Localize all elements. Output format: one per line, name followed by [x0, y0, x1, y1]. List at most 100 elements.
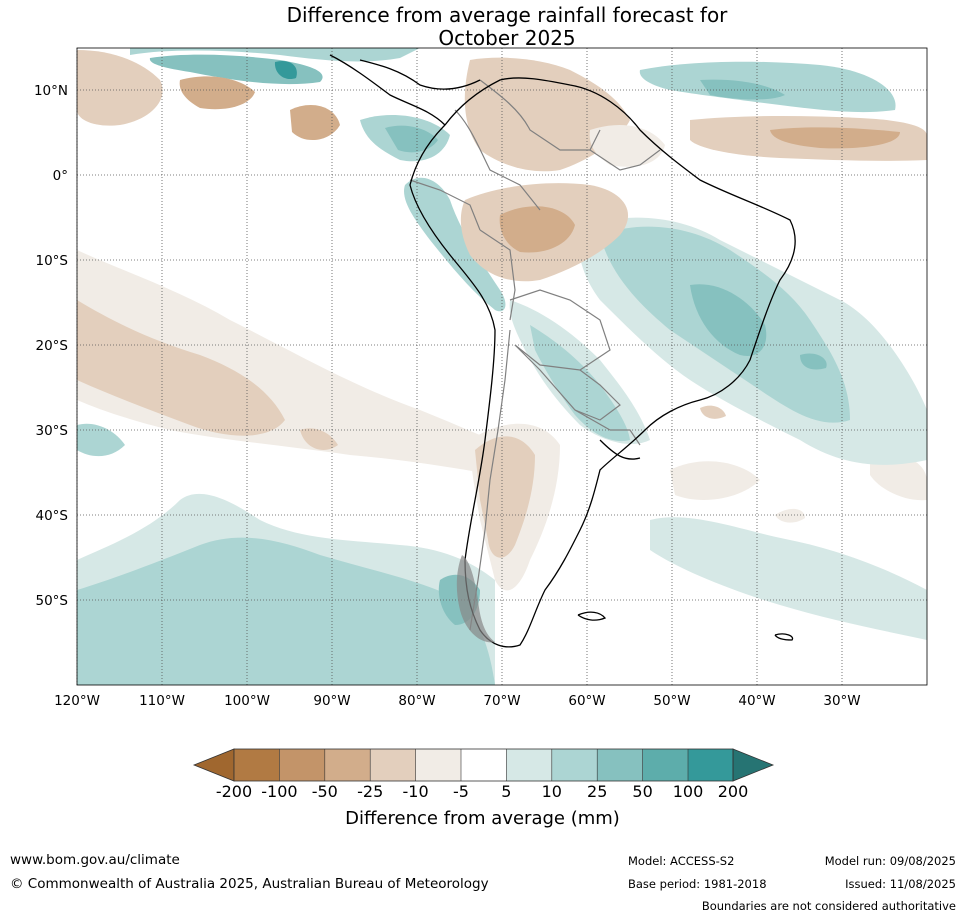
colorbar-label-200: 200 — [717, 782, 749, 801]
border-uruguay — [610, 429, 641, 446]
lon-label-100w: 100°W — [224, 693, 270, 709]
dry-patch-atlantic-45s — [775, 508, 805, 523]
colorbar-segment-2 — [279, 749, 325, 781]
lon-label-30w: 30°W — [823, 693, 860, 709]
border-bolivia — [509, 289, 611, 371]
dry-patch-atlantic-30w — [670, 461, 760, 500]
map-frame — [76, 47, 928, 686]
dry-patch-atlantic-40w — [700, 405, 726, 419]
copyright-text: © Commonwealth of Australia 2025, Austra… — [10, 876, 489, 892]
dry-patch-90w-30s — [300, 428, 338, 450]
chile-archipelago — [456, 555, 495, 643]
map-title: Difference from average rainfall forecas… — [0, 4, 965, 50]
website-link[interactable]: www.bom.gov.au/climate — [10, 852, 180, 868]
lon-label-40w: 40°W — [738, 693, 775, 709]
colorbar-label-minus-50: -50 — [311, 782, 338, 801]
colorbar-title: Difference from average (mm) — [345, 808, 620, 829]
colorbar-segment-1 — [234, 749, 280, 781]
colorbar-segment-9 — [597, 749, 643, 781]
wet-patch-panama-25 — [385, 125, 438, 153]
colorbar — [192, 748, 775, 782]
colorbar-segment-6 — [461, 749, 507, 781]
coastline-rio-plata — [599, 439, 641, 460]
lat-label-equator: 0° — [53, 168, 68, 184]
coastline-falklands — [577, 611, 607, 621]
border-argentina-north — [514, 344, 611, 431]
coastline-caribbean — [359, 59, 481, 90]
wet-band-caribbean — [130, 48, 420, 62]
colorbar-arrow-right — [732, 748, 775, 782]
wet-core-caribbean — [274, 60, 297, 80]
lon-label-50w: 50°W — [653, 693, 690, 709]
lat-label-20s: 20°S — [36, 338, 69, 354]
wet-strip-peru-coast — [404, 177, 506, 312]
wet-core-brazil — [690, 284, 767, 356]
chile-archipelago-shape — [456, 555, 495, 643]
colorbar-label-5: 5 — [501, 782, 512, 801]
dry-patch-pacific-95w — [290, 105, 340, 141]
wet-band-north-atlantic — [639, 61, 896, 113]
lon-label-80w: 80°W — [398, 693, 435, 709]
colorbar-label-10: 10 — [541, 782, 562, 801]
lon-label-110w: 110°W — [139, 693, 185, 709]
colorbar-tick-labels: -200 -100 -50 -25 -10 -5 5 10 25 50 100 … — [0, 782, 965, 804]
country-borders — [409, 79, 661, 631]
colorbar-label-minus-5: -5 — [453, 782, 469, 801]
lat-label-40s: 40°S — [36, 508, 69, 524]
dry-band-north-atlantic-25 — [770, 127, 900, 149]
border-ecuador-peru — [409, 179, 481, 231]
colorbar-dividers — [279, 749, 689, 781]
wet-band-south-atlantic — [650, 517, 927, 640]
border-peru-brazil — [479, 229, 516, 321]
colorbar-label-minus-200: -200 — [215, 782, 253, 801]
colorbar-segment-8 — [551, 749, 598, 781]
model-run-date: Model run: 09/08/2025 — [824, 854, 956, 868]
colorbar-label-minus-100: -100 — [261, 782, 298, 801]
lon-label-90w: 90°W — [313, 693, 350, 709]
colorbar-label-100: 100 — [672, 782, 704, 801]
colorbar-label-minus-10: -10 — [402, 782, 429, 801]
lat-label-10n: 10°N — [34, 83, 68, 99]
issued-date: Issued: 11/08/2025 — [845, 877, 956, 891]
dry-patch-south-pacific-10 — [77, 300, 285, 436]
colorbar-segment-4 — [370, 749, 416, 781]
wet-patch-atlantic-20s — [800, 353, 827, 370]
border-colombia — [454, 109, 541, 211]
lat-label-50s: 50°S — [36, 593, 69, 609]
dry-patch-pacific-10n-25 — [179, 76, 255, 110]
lat-label-30s: 30°S — [36, 423, 69, 439]
dry-patch-pacific-10n — [77, 50, 163, 126]
border-chile-argentina — [469, 329, 511, 631]
colorbar-frame — [233, 748, 734, 782]
title-line-2: October 2025 — [438, 26, 576, 50]
wet-band-north-atlantic-25 — [700, 79, 785, 100]
coastlines — [329, 54, 796, 648]
dry-strip-andes-south-10 — [475, 436, 535, 558]
model-name: Model: ACCESS-S2 — [628, 854, 735, 868]
dry-region-colombia — [464, 57, 630, 172]
border-brazil-guianas — [589, 149, 661, 171]
colorbar-segment-3 — [324, 749, 371, 781]
title-line-1: Difference from average rainfall forecas… — [286, 3, 728, 27]
colorbar-segment-11 — [688, 749, 733, 781]
colorbar-segment-5 — [415, 749, 461, 781]
lon-label-120w: 120°W — [54, 693, 100, 709]
coastline-central-america — [329, 54, 446, 126]
lon-label-60w: 60°W — [568, 693, 605, 709]
coastline-south-america — [409, 77, 796, 648]
colorbar-segment-7 — [506, 749, 552, 781]
coastline-south-georgia — [774, 633, 794, 641]
colorbar-label-25: 25 — [587, 782, 608, 801]
base-period: Base period: 1981-2018 — [628, 877, 767, 891]
longitude-labels: 120°W 110°W 100°W 90°W 80°W 70°W 60°W 50… — [54, 693, 861, 709]
border-paraguay — [574, 369, 621, 421]
colorbar-arrow-left — [192, 748, 235, 782]
wet-band-south-pacific-10 — [77, 537, 495, 685]
colorbar-label-minus-25: -25 — [357, 782, 384, 801]
dry-patch-atlantic-east — [870, 453, 927, 501]
dry-core-amazon — [499, 206, 575, 253]
wet-patch-120w-30s — [77, 423, 125, 457]
colorbar-segment-10 — [642, 749, 688, 781]
colorbar-label-50: 50 — [632, 782, 653, 801]
